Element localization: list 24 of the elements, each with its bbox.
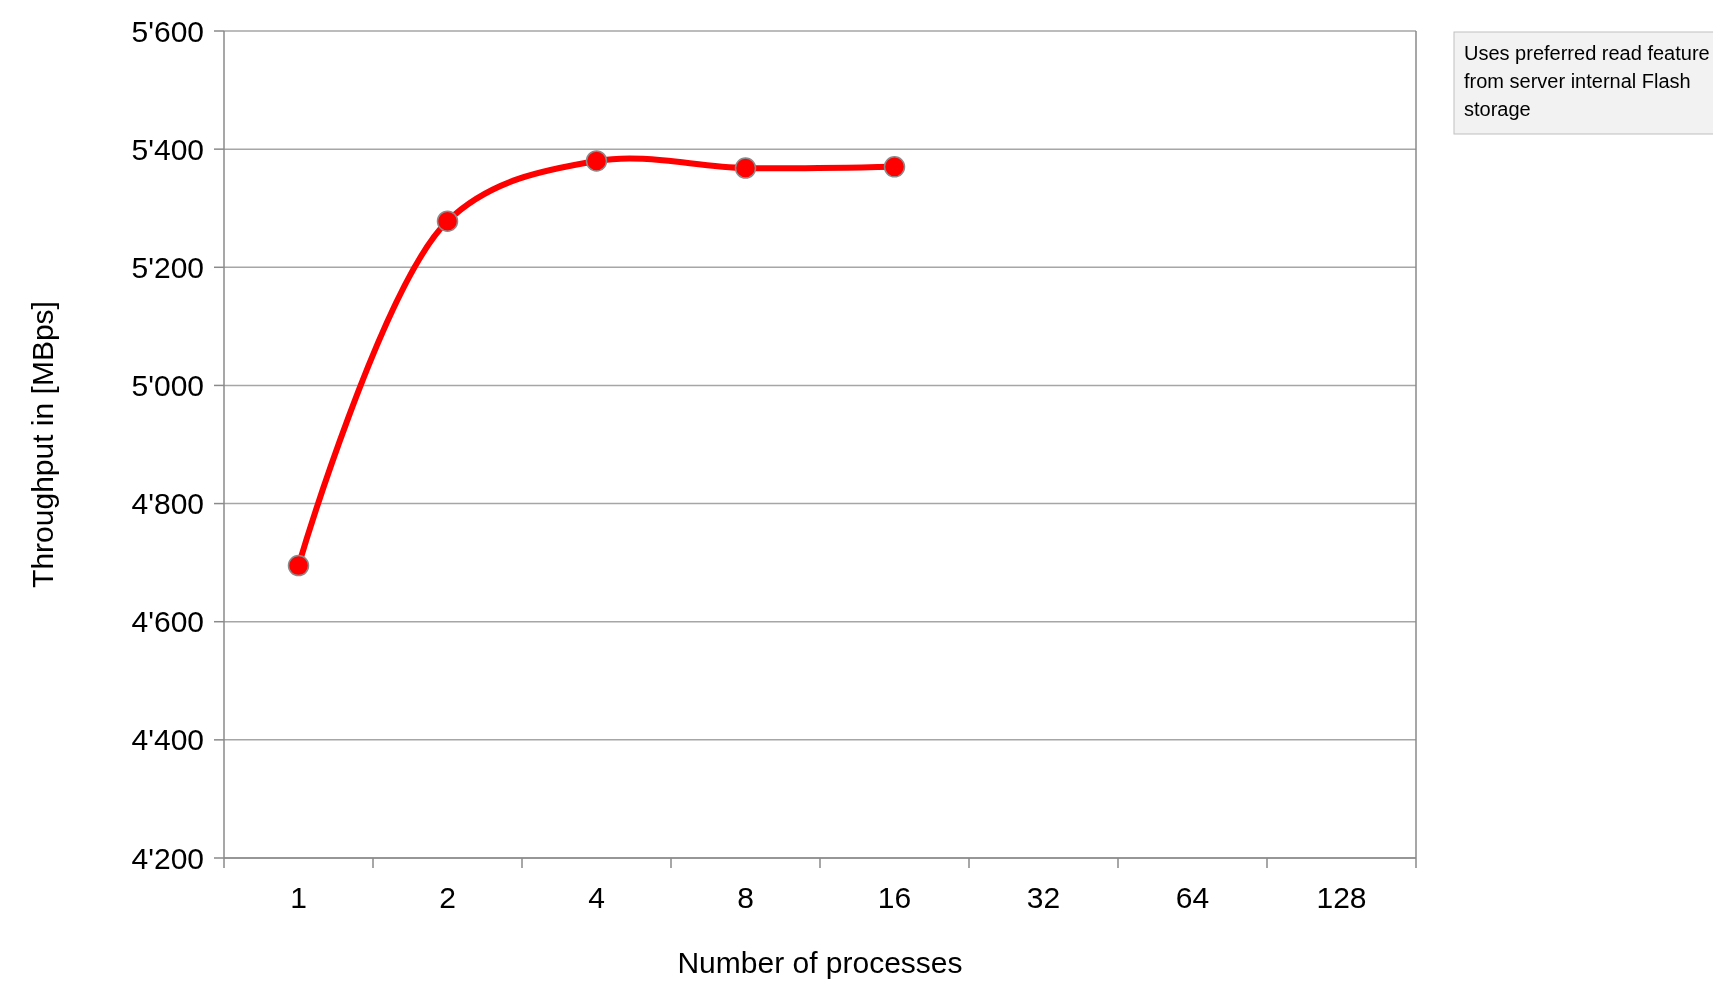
- x-tick-label: 128: [1316, 881, 1367, 914]
- y-tick-label: 5'200: [131, 250, 204, 284]
- y-tick-label: 4'600: [131, 605, 204, 639]
- y-tick-label: 4'200: [131, 841, 204, 875]
- point: [436, 210, 459, 232]
- point: [734, 157, 757, 179]
- x-tick-label: 4: [588, 881, 605, 914]
- y-tick-label: 5'600: [131, 14, 204, 48]
- x-axis-title: Number of processes: [677, 946, 963, 979]
- y-tick-label: 4'800: [131, 487, 204, 521]
- y-tick-label: 4'400: [131, 723, 204, 757]
- y-axis-title: Throughput in [MBps]: [26, 301, 59, 588]
- point: [883, 156, 906, 178]
- point: [287, 554, 310, 577]
- y-tick-label: 5'400: [131, 132, 204, 166]
- x-tick-label: 8: [737, 881, 754, 914]
- point: [585, 150, 608, 172]
- x-tick-label: 16: [877, 881, 912, 914]
- x-tick-label: 64: [1175, 881, 1210, 914]
- x-tick-label: 1: [290, 881, 307, 914]
- y-tick-label: 5'000: [131, 368, 204, 402]
- x-tick-label: 32: [1026, 881, 1061, 914]
- x-tick-label: 2: [439, 881, 456, 914]
- text: Uses preferred read feature from server internal Flash storage: [1464, 42, 1710, 120]
